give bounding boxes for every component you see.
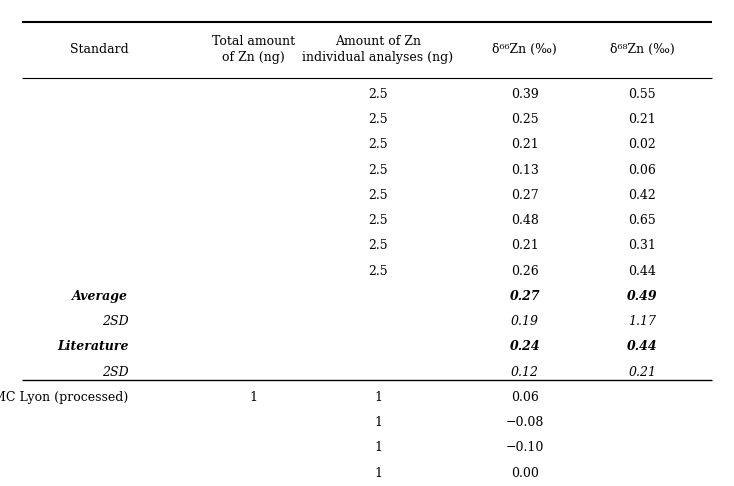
Text: 0.06: 0.06 bbox=[628, 163, 656, 176]
Text: Standard: Standard bbox=[70, 43, 128, 56]
Text: 0.44: 0.44 bbox=[627, 340, 658, 353]
Text: 2.5: 2.5 bbox=[368, 264, 388, 278]
Text: 0.26: 0.26 bbox=[511, 264, 539, 278]
Text: 0.31: 0.31 bbox=[628, 239, 656, 252]
Text: 0.02: 0.02 bbox=[628, 138, 656, 151]
Text: δ⁶⁸Zn (‰): δ⁶⁸Zn (‰) bbox=[610, 43, 675, 56]
Text: 2.5: 2.5 bbox=[368, 239, 388, 252]
Text: Amount of Zn
individual analyses (ng): Amount of Zn individual analyses (ng) bbox=[302, 35, 454, 64]
Text: 2.5: 2.5 bbox=[368, 214, 388, 227]
Text: 0.55: 0.55 bbox=[628, 87, 656, 101]
Text: 2SD: 2SD bbox=[102, 365, 128, 379]
Text: 2.5: 2.5 bbox=[368, 113, 388, 126]
Text: −0.10: −0.10 bbox=[506, 441, 544, 454]
Text: Average: Average bbox=[73, 290, 128, 303]
Text: 0.00: 0.00 bbox=[511, 467, 539, 480]
Text: 0.48: 0.48 bbox=[511, 214, 539, 227]
Text: 1: 1 bbox=[374, 391, 382, 404]
Text: 0.13: 0.13 bbox=[511, 163, 539, 176]
Text: 1: 1 bbox=[374, 467, 382, 480]
Text: 0.27: 0.27 bbox=[509, 290, 540, 303]
Text: 0.06: 0.06 bbox=[511, 391, 539, 404]
Text: −0.08: −0.08 bbox=[506, 416, 544, 429]
Text: 2.5: 2.5 bbox=[368, 138, 388, 151]
Text: 2.5: 2.5 bbox=[368, 87, 388, 101]
Text: 0.65: 0.65 bbox=[628, 214, 656, 227]
Text: 2.5: 2.5 bbox=[368, 163, 388, 176]
Text: 0.21: 0.21 bbox=[628, 365, 656, 379]
Text: δ⁶⁶Zn (‰): δ⁶⁶Zn (‰) bbox=[493, 43, 557, 56]
Text: 0.21: 0.21 bbox=[511, 239, 539, 252]
Text: Literature: Literature bbox=[57, 340, 128, 353]
Text: 0.39: 0.39 bbox=[511, 87, 539, 101]
Text: 0.49: 0.49 bbox=[627, 290, 658, 303]
Text: 0.42: 0.42 bbox=[628, 189, 656, 202]
Text: 0.21: 0.21 bbox=[511, 138, 539, 151]
Text: JMC Lyon (processed): JMC Lyon (processed) bbox=[0, 391, 128, 404]
Text: 0.24: 0.24 bbox=[509, 340, 540, 353]
Text: 1: 1 bbox=[374, 416, 382, 429]
Text: 0.44: 0.44 bbox=[628, 264, 656, 278]
Text: 0.21: 0.21 bbox=[628, 113, 656, 126]
Text: 1: 1 bbox=[374, 441, 382, 454]
Text: 1.17: 1.17 bbox=[628, 315, 656, 328]
Text: 0.19: 0.19 bbox=[511, 315, 539, 328]
Text: 0.27: 0.27 bbox=[511, 189, 539, 202]
Text: 0.25: 0.25 bbox=[511, 113, 539, 126]
Text: 2SD: 2SD bbox=[102, 315, 128, 328]
Text: 0.12: 0.12 bbox=[511, 365, 539, 379]
Text: 1: 1 bbox=[250, 391, 257, 404]
Text: Total amount
of Zn (ng): Total amount of Zn (ng) bbox=[211, 35, 295, 64]
Text: 2.5: 2.5 bbox=[368, 189, 388, 202]
